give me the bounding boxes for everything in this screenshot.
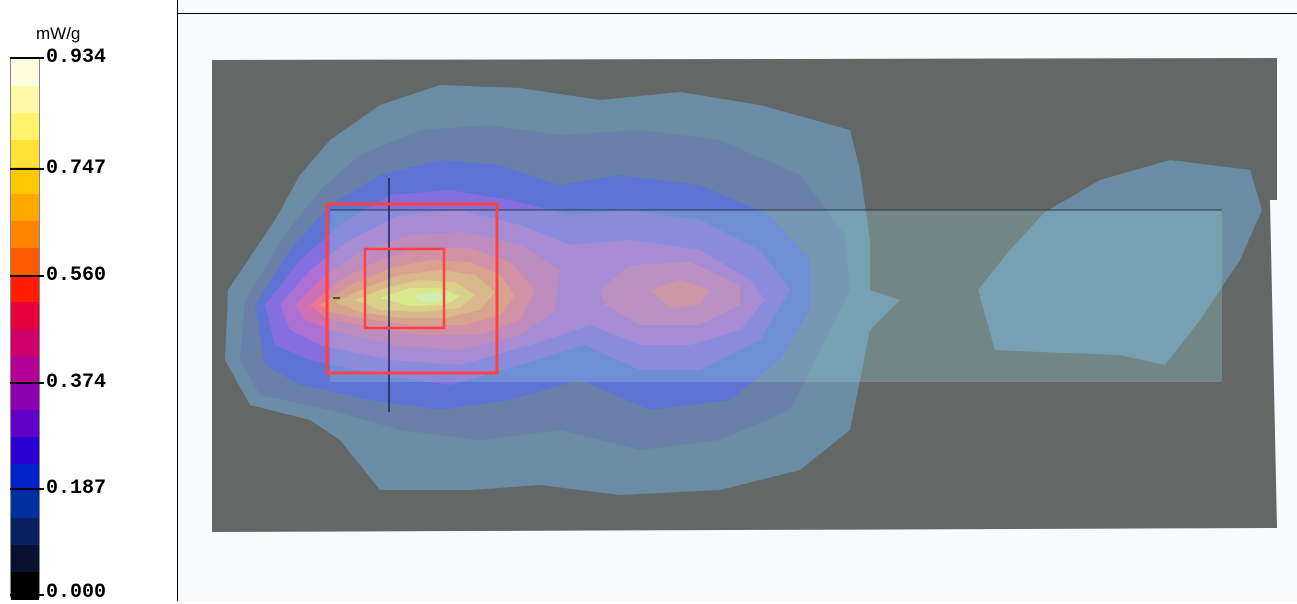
colorbar-tick — [10, 594, 44, 596]
colorbar — [10, 58, 40, 600]
colorbar-segment — [11, 302, 39, 330]
colorbar-tick — [10, 488, 44, 490]
colorbar-unit-label: mW/g — [36, 24, 81, 43]
zoom-scan-inner-box — [363, 247, 446, 330]
colorbar-segment — [11, 437, 39, 465]
colorbar-tick — [10, 382, 44, 384]
colorbar-segment — [11, 221, 39, 249]
contour-right-blob — [978, 160, 1262, 365]
colorbar-segment — [11, 329, 39, 357]
contour-level-7b — [650, 280, 710, 308]
phantom-overlay — [330, 210, 1222, 382]
colorbar-segment — [11, 518, 39, 546]
colorbar-tick-label: 0.934 — [46, 46, 107, 69]
colorbar-tick-label: 0.374 — [46, 371, 107, 394]
colorbar-segment — [11, 194, 39, 222]
colorbar-tick — [10, 168, 44, 170]
colorbar-segment — [11, 167, 39, 195]
colorbar-segment — [11, 410, 39, 438]
colorbar-segment — [11, 248, 39, 276]
colorbar-tick-label: 0.747 — [46, 157, 107, 180]
colorbar-legend: mW/g 0.934 0.747 0.560 0.374 0.187 0.000 — [0, 0, 178, 604]
colorbar-tick-label: 0.560 — [46, 264, 107, 287]
colorbar-tick-label: 0.187 — [46, 477, 107, 500]
colorbar-segment — [11, 140, 39, 168]
colorbar-segment — [11, 275, 39, 303]
plot-top-border — [178, 13, 1297, 14]
colorbar-segment — [11, 491, 39, 519]
contour-level-12 — [415, 292, 450, 302]
colorbar-segment — [11, 383, 39, 411]
colorbar-tick — [10, 275, 44, 277]
colorbar-segment — [11, 86, 39, 114]
colorbar-tick — [10, 57, 44, 59]
colorbar-segment — [11, 464, 39, 492]
colorbar-tick-label: 0.000 — [46, 581, 107, 604]
frame-divider — [177, 0, 178, 601]
zoom-scan-outer-box — [325, 202, 499, 375]
colorbar-segment — [11, 59, 39, 87]
colorbar-segment — [11, 356, 39, 384]
colorbar-segment — [11, 113, 39, 141]
colorbar-segment — [11, 545, 39, 573]
